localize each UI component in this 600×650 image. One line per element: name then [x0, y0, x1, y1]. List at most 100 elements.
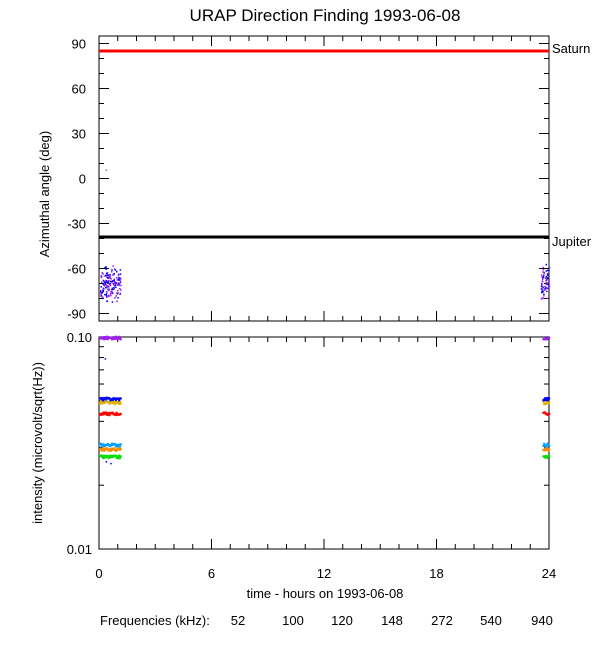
direction-point [117, 282, 120, 285]
direction-point [541, 297, 544, 299]
intensity-point-148 [546, 456, 549, 459]
direction-point [540, 298, 543, 300]
direction-point [108, 274, 110, 276]
direction-point [120, 284, 122, 287]
direction-point [113, 282, 115, 285]
direction-point [540, 288, 543, 290]
direction-point [540, 274, 543, 276]
intensity-point-540 [108, 397, 111, 400]
legend-entry-100: 100 [282, 613, 304, 628]
direction-point [104, 284, 106, 287]
intensity-panel-ticks: 0 6 12 18 24 0.10 0.01 [67, 330, 557, 581]
direction-point [113, 268, 116, 270]
intensity-point-120 [113, 401, 116, 404]
direction-point [545, 286, 547, 289]
direction-point [105, 280, 108, 282]
direction-point [117, 279, 120, 281]
direction-point [545, 287, 548, 290]
intensity-point-100 [105, 448, 108, 451]
direction-point [106, 284, 108, 287]
intensity-point-148 [116, 455, 119, 458]
direction-point [546, 277, 549, 280]
direction-point [545, 283, 548, 286]
intensity-point-272 [103, 444, 106, 448]
direction-point [110, 291, 112, 293]
direction-point [107, 285, 110, 287]
direction-point [106, 274, 109, 276]
intensity-point-52 [107, 412, 110, 415]
intensity-point-272 [114, 445, 118, 448]
direction-point [547, 284, 550, 287]
direction-point [542, 276, 545, 278]
direction-point [119, 293, 121, 296]
direction-point [119, 280, 122, 283]
intensity-point-272 [543, 442, 546, 445]
direction-point [100, 276, 103, 279]
direction-point [108, 289, 110, 292]
intensity-point-940 [105, 337, 108, 340]
intensity-point-272 [114, 443, 117, 446]
direction-point [546, 279, 548, 281]
intensity-point-100 [544, 448, 547, 451]
direction-point [101, 296, 104, 298]
direction-point [103, 275, 106, 277]
direction-point [118, 273, 120, 276]
direction-point [111, 291, 114, 293]
direction-point [119, 277, 121, 279]
intensity-point-940 [110, 336, 113, 340]
direction-point [112, 282, 114, 285]
direction-point [547, 282, 549, 284]
direction-point [109, 284, 112, 287]
direction-point [101, 297, 103, 299]
direction-point [114, 284, 117, 286]
intensity-point-120 [119, 402, 122, 405]
intensity-point-120 [107, 401, 110, 404]
intensity-point-540 [546, 398, 549, 402]
intensity-point-272 [102, 443, 105, 446]
intensity-point-940 [106, 335, 109, 338]
direction-point [541, 288, 544, 291]
direction-point [112, 288, 114, 291]
intensity-point-52 [548, 412, 551, 416]
direction-point [104, 274, 107, 277]
intensity-point-940 [102, 338, 106, 341]
direction-point [107, 288, 109, 291]
intensity-point-540 [114, 398, 118, 402]
x-tick-label: 24 [542, 566, 556, 581]
direction-point [542, 290, 544, 293]
direction-point [540, 291, 543, 293]
intensity-point-120 [117, 402, 121, 405]
direction-point [106, 286, 109, 288]
intensity-point-540 [117, 397, 120, 400]
intensity-panel-frame [98, 336, 550, 550]
direction-point [105, 169, 108, 171]
direction-point [112, 273, 115, 276]
direction-point [117, 297, 119, 299]
intensity-point-100 [119, 447, 122, 450]
direction-point [111, 287, 114, 290]
intensity-point-540 [111, 398, 114, 401]
intensity-point-940 [548, 336, 551, 340]
intensity-y-axis-label: intensity (microvolt/sqrt(Hz)) [30, 362, 45, 524]
intensity-point-272 [117, 443, 120, 446]
direction-point [103, 283, 106, 286]
direction-point [105, 292, 108, 295]
intensity-point-52 [108, 414, 111, 417]
intensity-point-52 [102, 413, 105, 416]
direction-point [546, 287, 549, 290]
direction-point [545, 263, 548, 266]
intensity-point-148 [101, 455, 104, 458]
direction-point [102, 273, 104, 275]
intensity-point-100 [108, 449, 111, 452]
x-tick-label: 0 [95, 566, 102, 581]
direction-point [113, 272, 115, 275]
intensity-point-940 [114, 335, 118, 338]
intensity-point-272 [100, 445, 103, 448]
direction-point [103, 281, 106, 284]
direction-point [543, 293, 545, 296]
intensity-point-148 [102, 456, 105, 460]
intensity-point-52 [102, 411, 106, 414]
direction-point [117, 289, 119, 292]
direction-point [546, 273, 549, 275]
